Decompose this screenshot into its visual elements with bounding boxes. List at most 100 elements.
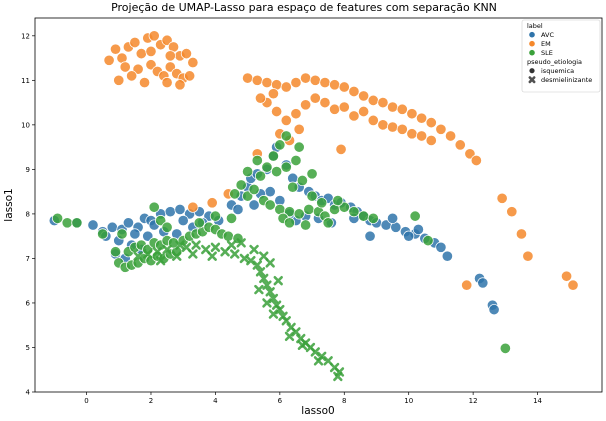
point-sle-circle-67: [300, 219, 312, 231]
point-avc-circle-72: [412, 223, 424, 236]
point-sle-x-38: [268, 309, 279, 319]
point-em-circle-70: [406, 128, 418, 140]
point-sle-circle-33: [155, 215, 167, 227]
point-sle-x-1: [143, 249, 153, 259]
point-em-circle-29: [184, 70, 196, 82]
point-sle-circle-55: [338, 201, 350, 213]
point-em-circle-25: [174, 79, 186, 91]
point-sle-circle-37: [235, 179, 247, 191]
point-sle-x-41: [313, 356, 324, 366]
point-sle-circle-69: [409, 210, 421, 222]
y-tick-label-7: 7: [26, 255, 30, 263]
point-avc-circle-74: [248, 199, 260, 211]
point-avc-circle-63: [264, 186, 276, 198]
point-sle-circle-73: [209, 210, 221, 222]
point-em-circle-53: [464, 148, 476, 160]
point-sle-x-42: [226, 240, 237, 250]
point-sle-circle-0: [52, 212, 64, 224]
legend-marker-desmielinizante: [528, 76, 536, 84]
point-sle-circle-59: [287, 181, 299, 193]
point-sle-circle-38: [242, 190, 254, 202]
y-tick-label-9: 9: [26, 166, 30, 174]
point-sle-circle-40: [254, 170, 267, 182]
point-em-circle-51: [445, 130, 457, 142]
point-em-circle-86: [187, 201, 199, 213]
point-em-circle-9: [161, 34, 173, 46]
point-sle-x-2: [152, 247, 163, 257]
point-em-circle-35: [290, 77, 302, 89]
point-em-circle-79: [496, 192, 508, 204]
point-sle-x-14: [255, 267, 266, 277]
point-sle-circle-74: [193, 217, 205, 229]
point-sle-circle-4: [109, 246, 122, 258]
point-avc-circle-54: [435, 241, 447, 253]
y-tick-label-8: 8: [26, 210, 30, 218]
point-em-circle-72: [425, 134, 437, 146]
point-em-circle-39: [329, 79, 341, 91]
point-sle-circle-79: [332, 194, 344, 207]
point-em-circle-44: [377, 97, 389, 109]
point-em-circle-80: [506, 206, 518, 218]
point-avc-circle-73: [232, 203, 244, 216]
legend-marker-em: [529, 40, 535, 47]
point-sle-circle-77: [293, 141, 305, 153]
point-em-circle-64: [348, 110, 360, 122]
y-tick-label-10: 10: [21, 121, 30, 129]
point-avc-circle-75: [177, 215, 189, 227]
point-sle-x-18: [268, 293, 279, 304]
series-sle-x: [133, 238, 345, 382]
point-sle-x-47: [249, 244, 259, 255]
point-em-circle-75: [293, 123, 305, 135]
point-em-circle-66: [367, 114, 379, 126]
legend-marker-avc: [529, 31, 535, 38]
point-em-circle-24: [161, 77, 173, 89]
point-sle-circle-63: [290, 154, 302, 167]
x-tick-label-12: 12: [469, 397, 478, 405]
point-em-circle-5: [135, 48, 147, 60]
point-em-circle-12: [180, 48, 192, 60]
point-sle-circle-68: [322, 217, 334, 229]
y-tick-label-5: 5: [26, 344, 30, 352]
point-em-circle-13: [187, 56, 199, 69]
point-sle-circle-1: [61, 217, 73, 229]
point-avc-circle-68: [488, 304, 500, 316]
point-em-circle-59: [300, 99, 312, 111]
legend-label-avc: AVC: [541, 31, 554, 39]
point-sle-x-37: [262, 298, 272, 308]
point-sle-x-46: [155, 255, 166, 266]
point-em-circle-27: [145, 45, 157, 57]
point-em-circle-40: [338, 81, 350, 93]
point-em-circle-0: [103, 54, 115, 66]
point-sle-circle-35: [116, 228, 128, 240]
point-em-circle-43: [367, 94, 379, 106]
point-sle-circle-44: [280, 130, 292, 142]
point-avc-circle-77: [129, 228, 141, 240]
point-em-circle-67: [377, 119, 389, 131]
point-sle-circle-30: [222, 230, 234, 242]
point-em-circle-46: [396, 103, 408, 115]
point-sle-x-20: [275, 304, 285, 315]
x-axis: 0 2 4 6 8 10 12 14: [84, 392, 543, 405]
point-em-circle-1: [109, 43, 122, 55]
point-sle-circle-58: [367, 212, 379, 224]
point-em-circle-58: [290, 108, 302, 120]
point-sle-circle-39: [248, 183, 260, 195]
point-sle-x-24: [291, 327, 301, 337]
point-em-circle-56: [271, 105, 283, 118]
point-em-circle-60: [309, 92, 321, 104]
point-em-circle-87: [206, 197, 218, 209]
point-em-circle-78: [335, 143, 347, 155]
point-sle-x-0: [133, 251, 143, 261]
point-sle-circle-56: [348, 206, 360, 218]
point-em-circle-57: [280, 114, 292, 126]
point-sle-circle-36: [229, 188, 241, 200]
point-sle-circle-34: [161, 221, 173, 233]
point-sle-x-40: [297, 340, 308, 350]
point-sle-circle-50: [293, 208, 305, 220]
point-em-circle-4: [129, 36, 141, 49]
series-sle-circle: [52, 130, 511, 354]
point-avc-circle-19: [142, 230, 154, 242]
point-avc-circle-6: [122, 217, 134, 229]
legend-frame: [521, 19, 601, 93]
point-em-circle-30: [242, 72, 254, 84]
